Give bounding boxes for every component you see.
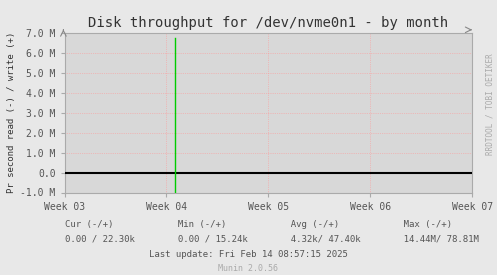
Text: Last update: Fri Feb 14 08:57:15 2025: Last update: Fri Feb 14 08:57:15 2025 (149, 250, 348, 259)
Title: Disk throughput for /dev/nvme0n1 - by month: Disk throughput for /dev/nvme0n1 - by mo… (88, 16, 448, 31)
Text: Munin 2.0.56: Munin 2.0.56 (219, 264, 278, 273)
Y-axis label: Pr second read (-) / write (+): Pr second read (-) / write (+) (7, 32, 16, 193)
Text: 0.00 / 22.30k        0.00 / 15.24k        4.32k/ 47.40k        14.44M/ 78.81M: 0.00 / 22.30k 0.00 / 15.24k 4.32k/ 47.40… (65, 235, 479, 244)
Text: RRDTOOL / TOBI OETIKER: RRDTOOL / TOBI OETIKER (485, 54, 494, 155)
Text: Cur (-/+)            Min (-/+)            Avg (-/+)            Max (-/+): Cur (-/+) Min (-/+) Avg (-/+) Max (-/+) (65, 220, 452, 229)
